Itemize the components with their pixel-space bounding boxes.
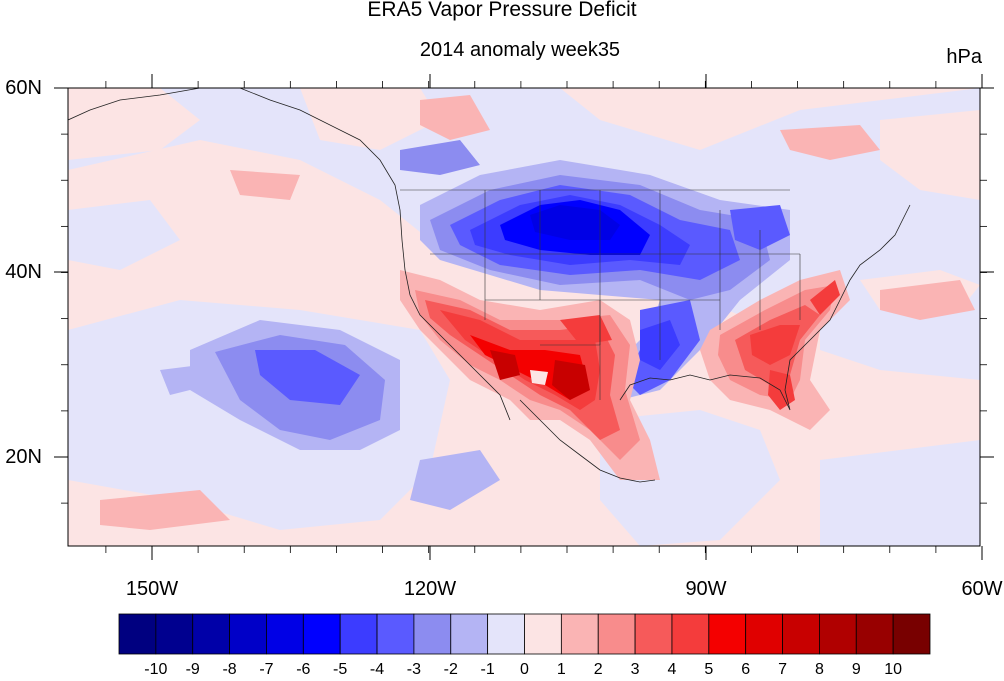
colorbar-label: -6 — [296, 661, 311, 678]
colorbar-label: 7 — [778, 661, 787, 678]
colorbar-box — [339, 613, 378, 655]
units-label: hPa — [946, 46, 982, 68]
colorbar-box — [634, 613, 673, 655]
colorbar-label: 6 — [741, 661, 751, 678]
lon-label-120w: 120W — [403, 578, 457, 600]
colorbar-box — [560, 613, 599, 655]
colorbar-box — [118, 613, 157, 655]
colorbar-box — [671, 613, 710, 655]
colorbar-label: -8 — [222, 661, 237, 678]
colorbar-box — [376, 613, 415, 655]
colorbar-label: -7 — [259, 661, 274, 678]
colorbar-box — [229, 613, 267, 655]
lon-label-150w: 150W — [125, 578, 179, 600]
anomaly-field — [68, 88, 980, 546]
colorbar-label: 1 — [556, 661, 566, 678]
lon-label-90w: 90W — [685, 578, 727, 600]
colorbar-box — [819, 613, 857, 655]
colorbar-label: 3 — [630, 661, 640, 678]
colorbar-label: -10 — [144, 661, 168, 678]
colorbar-box — [524, 613, 562, 655]
map-frame — [67, 87, 981, 547]
colorbar-boxes — [118, 613, 931, 655]
colorbar-label: 8 — [814, 661, 824, 678]
colorbar-box — [782, 613, 820, 655]
colorbar-label: -5 — [333, 661, 348, 678]
colorbar-box — [597, 613, 636, 655]
colorbar-box — [302, 613, 341, 655]
colorbar-label: 9 — [851, 661, 861, 678]
state-borders — [400, 189, 801, 400]
colorbar-box — [855, 613, 894, 655]
map-subtitle: 2014 anomaly week35 — [419, 39, 621, 61]
colorbar-label: 2 — [593, 661, 603, 678]
lon-label-60w: 60W — [961, 578, 1003, 600]
colorbar-box — [487, 613, 525, 655]
colorbar-label: -2 — [443, 661, 458, 678]
lat-label-60n: 60N — [5, 77, 42, 99]
colorbar-label: -1 — [480, 661, 495, 678]
colorbar-label: 5 — [704, 661, 714, 678]
colorbar-label: 4 — [667, 661, 677, 678]
colorbar-label: 0 — [520, 661, 529, 678]
minor-ticks — [61, 81, 987, 553]
colorbar-label: 10 — [884, 661, 903, 678]
colorbar-box — [892, 613, 931, 655]
colorbar-label: -4 — [369, 661, 385, 678]
coastline-outline — [68, 88, 911, 483]
lat-label-40n: 40N — [5, 261, 42, 283]
colorbar-box — [266, 613, 304, 655]
colorbar-box — [745, 613, 783, 655]
lat-label-20n: 20N — [5, 446, 42, 468]
colorbar-box — [450, 613, 489, 655]
colorbar-box — [708, 613, 747, 655]
colorbar-label: -9 — [185, 661, 200, 678]
map-title: ERA5 Vapor Pressure Deficit — [367, 0, 637, 21]
colorbar-box — [155, 613, 194, 655]
colorbar-box — [192, 613, 230, 655]
colorbar-box — [413, 613, 452, 655]
colorbar-label: -3 — [406, 661, 422, 678]
